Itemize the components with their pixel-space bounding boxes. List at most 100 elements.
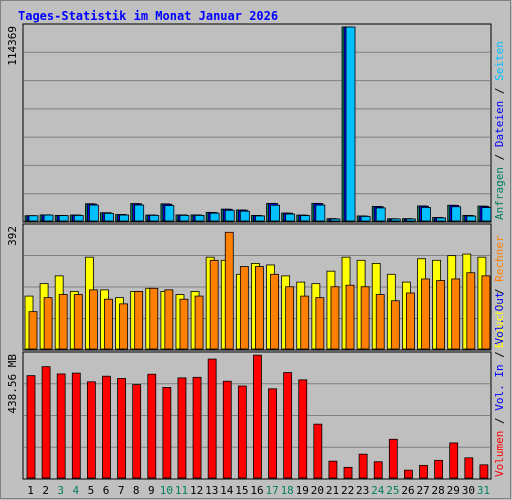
bar-requests-seiten-day-22 (345, 26, 356, 222)
bar-requests-seiten-day-12 (194, 215, 205, 222)
bar-requests-seiten-day-10 (164, 205, 175, 222)
bar-visits-rechner-day-7 (119, 303, 128, 350)
bar-visits-rechner-day-17 (270, 273, 279, 350)
bar-volume-volumen-day-8 (132, 384, 142, 479)
bar-volume-volumen-day-3 (56, 373, 66, 479)
x-tick-label-day-26: 26 (401, 484, 414, 497)
bar-visits-rechner-day-4 (73, 294, 83, 350)
bar-requests-seiten-day-25 (390, 218, 401, 222)
x-tick-label-day-9: 9 (148, 484, 155, 497)
legend-entry-seiten: Seiten (493, 41, 506, 81)
bar-requests-seiten-day-7 (119, 214, 129, 222)
bar-requests-seiten-day-17 (270, 204, 280, 222)
bar-volume-volumen-day-29 (449, 442, 459, 479)
x-tick-label-day-3: 3 (57, 484, 64, 497)
bar-volume-volumen-day-12 (192, 376, 202, 479)
legend-separator: / (493, 81, 506, 101)
bar-requests-seiten-day-18 (285, 213, 296, 222)
legend-entry-vol-out: Vol. Out (493, 292, 506, 345)
bar-volume-volumen-day-22 (343, 466, 353, 479)
panel-visits-legend: Besuche / Rechner (493, 235, 506, 348)
bar-volume-volumen-day-4 (71, 372, 81, 479)
bar-volume-volumen-day-15 (237, 385, 247, 479)
bar-visits-rechner-day-20 (315, 297, 325, 350)
bar-visits-rechner-day-11 (179, 298, 189, 350)
bar-requests-seiten-day-31 (481, 207, 492, 222)
panel-requests-ymax-label: 114369 (6, 26, 19, 66)
bar-visits-rechner-day-13 (209, 259, 219, 350)
legend-entry-vol-in: Vol. In (493, 364, 506, 410)
bar-visits-rechner-day-28 (436, 280, 446, 350)
bar-visits-rechner-day-5 (88, 289, 98, 350)
bar-visits-rechner-day-15 (239, 266, 249, 350)
x-tick-label-day-28: 28 (432, 484, 445, 497)
bar-visits-rechner-day-18 (285, 286, 295, 350)
bar-requests-seiten-day-26 (406, 218, 416, 222)
panel-requests-background (22, 23, 492, 223)
bar-visits-rechner-day-19 (300, 295, 310, 350)
bar-visits-rechner-day-8 (134, 291, 144, 350)
legend-entry-besuche: Besuche (493, 302, 506, 348)
bar-requests-seiten-day-5 (88, 204, 99, 222)
x-tick-label-day-30: 30 (462, 484, 475, 497)
bar-volume-volumen-day-10 (162, 387, 172, 479)
bar-volume-volumen-day-26 (404, 469, 413, 479)
bar-visits-rechner-day-26 (406, 292, 415, 350)
bar-visits-rechner-day-21 (330, 286, 340, 350)
x-tick-label-day-12: 12 (190, 484, 203, 497)
x-tick-label-day-22: 22 (341, 484, 354, 497)
bar-visits-rechner-day-27 (421, 278, 430, 350)
legend-separator: / (493, 282, 506, 302)
bar-visits-rechner-day-1 (28, 311, 38, 350)
x-tick-label-day-18: 18 (281, 484, 294, 497)
x-tick-label-day-29: 29 (447, 484, 460, 497)
x-tick-label-day-14: 14 (220, 484, 234, 497)
bar-volume-volumen-day-23 (358, 453, 368, 479)
x-tick-label-day-27: 27 (416, 484, 429, 497)
x-tick-label-day-10: 10 (160, 484, 173, 497)
panel-requests-legend: Anfragen / Dateien / Seiten (493, 41, 506, 220)
bar-visits-rechner-day-6 (104, 298, 113, 350)
x-tick-label-day-19: 19 (296, 484, 309, 497)
x-tick-label-day-6: 6 (103, 484, 110, 497)
bar-requests-seiten-day-3 (58, 215, 69, 222)
bar-requests-seiten-day-4 (73, 215, 84, 222)
bar-volume-volumen-day-27 (419, 464, 428, 479)
x-tick-label-day-17: 17 (265, 484, 278, 497)
x-tick-label-day-8: 8 (133, 484, 140, 497)
bar-visits-rechner-day-2 (43, 297, 53, 350)
bar-visits-rechner-day-24 (375, 294, 385, 350)
bar-volume-volumen-day-2 (41, 366, 51, 479)
x-tick-label-day-11: 11 (175, 484, 188, 497)
bar-requests-seiten-day-20 (315, 204, 326, 222)
bar-volume-volumen-day-13 (207, 358, 217, 479)
x-tick-label-day-7: 7 (118, 484, 125, 497)
x-tick-label-day-20: 20 (311, 484, 324, 497)
legend-entry-volumen: Volumen (493, 431, 506, 477)
x-tick-label-day-21: 21 (326, 484, 339, 497)
bar-requests-seiten-day-21 (330, 218, 341, 222)
bar-requests-seiten-day-14 (224, 209, 235, 222)
bar-visits-rechner-day-10 (164, 289, 174, 350)
x-tick-label-day-5: 5 (88, 484, 95, 497)
bar-visits-rechner-day-14 (224, 231, 234, 350)
bar-visits-rechner-day-16 (255, 266, 264, 350)
bar-requests-seiten-day-23 (360, 216, 371, 222)
bar-volume-volumen-day-5 (86, 381, 96, 479)
bar-visits-rechner-day-12 (194, 295, 204, 350)
bar-requests-seiten-day-29 (451, 206, 462, 222)
bar-requests-seiten-day-1 (28, 215, 39, 222)
bar-requests-seiten-day-24 (375, 207, 386, 222)
bar-requests-seiten-day-30 (466, 215, 477, 222)
bar-requests-seiten-day-13 (209, 212, 220, 222)
x-tick-label-day-4: 4 (73, 484, 80, 497)
bar-visits-rechner-day-29 (451, 278, 461, 350)
legend-entry-dateien: Dateien (493, 101, 506, 147)
panel-visits-ymax-label: 392 (6, 226, 19, 246)
legend-separator: / (493, 411, 506, 431)
bar-requests-seiten-day-16 (255, 215, 265, 222)
bar-visits-rechner-day-3 (58, 294, 68, 350)
bar-volume-volumen-day-30 (464, 457, 474, 479)
